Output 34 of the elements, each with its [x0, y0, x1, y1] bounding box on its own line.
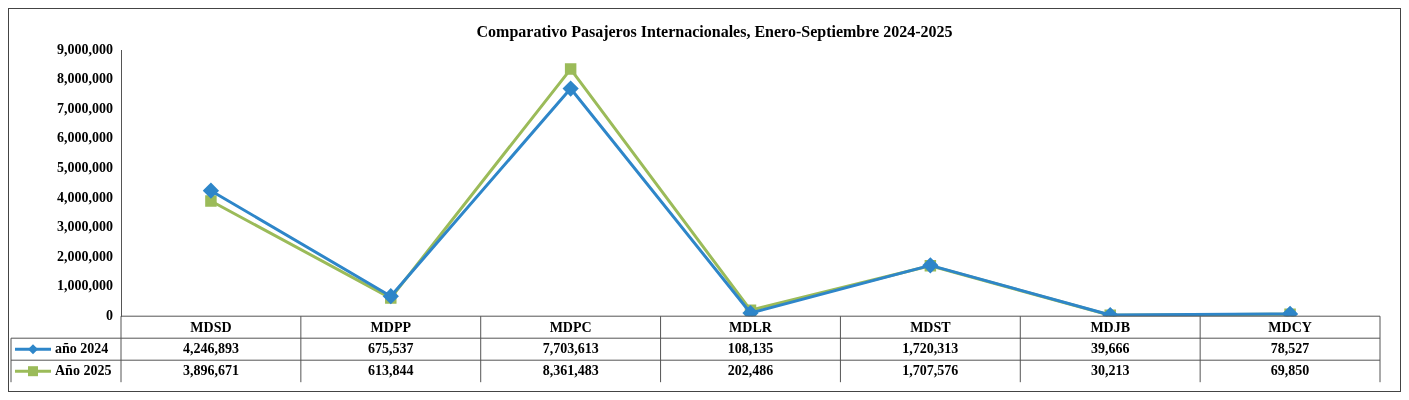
x-tick-label: MDSD	[190, 320, 232, 336]
x-tick-label: MDCY	[1268, 320, 1312, 336]
legend-label: Año 2025	[55, 362, 112, 378]
data-label: 1,707,576	[902, 362, 959, 378]
y-tick-label: 3,000,000	[57, 219, 113, 235]
x-tick-label: MDST	[910, 320, 952, 336]
x-tick-label: MDJB	[1090, 320, 1131, 336]
y-tick-label: 6,000,000	[57, 130, 113, 146]
y-tick-label: 8,000,000	[57, 71, 113, 87]
y-tick-label: 9,000,000	[57, 41, 113, 57]
chart-title: Comparativo Pasajeros Internacionales, Enero-Septiembre 2024-2025	[476, 22, 953, 41]
x-tick-label: MDPP	[370, 320, 412, 336]
data-label: 3,896,671	[182, 362, 239, 378]
data-label: 202,486	[727, 362, 774, 378]
data-label: 4,246,893	[182, 340, 239, 356]
data-label: 675,537	[368, 340, 414, 356]
data-label: 108,135	[727, 340, 774, 356]
y-tick-label: 1,000,000	[57, 278, 113, 294]
x-tick-label: MDLR	[729, 320, 773, 336]
data-label: 613,844	[368, 362, 414, 378]
y-tick-label: 7,000,000	[57, 100, 113, 116]
data-label: 1,720,313	[902, 340, 959, 356]
data-label: 7,703,613	[542, 340, 599, 356]
data-label: 30,213	[1090, 362, 1130, 378]
x-tick-label: MDPC	[549, 320, 592, 336]
y-tick-label: 2,000,000	[57, 248, 113, 264]
data-label: 69,850	[1270, 362, 1310, 378]
y-tick-label: 4,000,000	[57, 189, 113, 205]
data-label: 39,666	[1090, 340, 1130, 356]
y-tick-label: 5,000,000	[57, 160, 113, 176]
y-tick-label: 0	[106, 307, 113, 323]
data-label: 8,361,483	[542, 362, 599, 378]
data-label: 78,527	[1270, 340, 1310, 356]
legend-label: año 2024	[55, 340, 109, 356]
